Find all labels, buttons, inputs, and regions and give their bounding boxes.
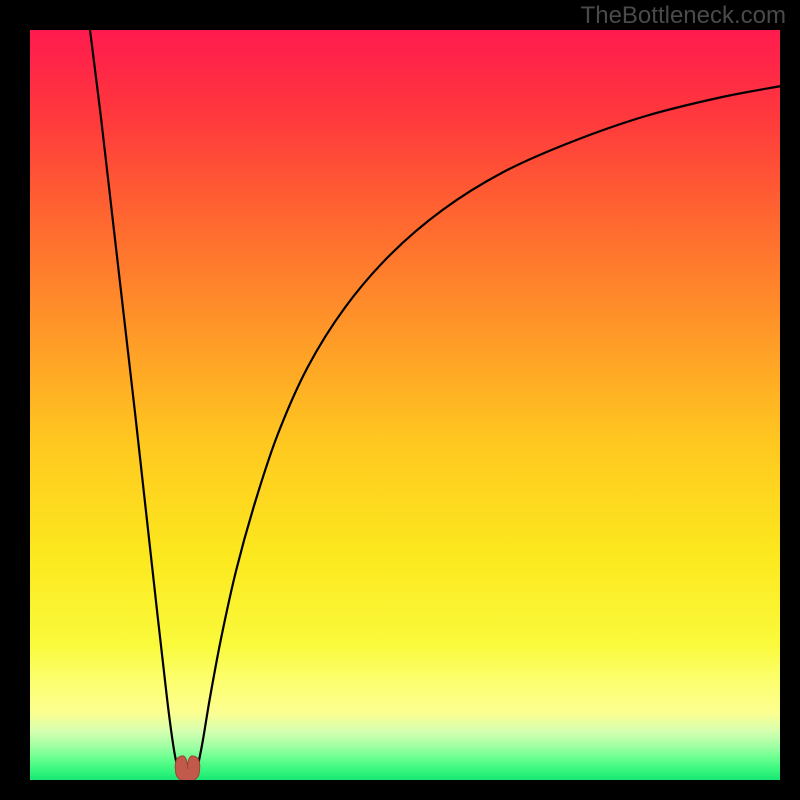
chart-background (30, 30, 780, 780)
bottleneck-chart (30, 30, 780, 780)
watermark-text: TheBottleneck.com (581, 2, 786, 30)
chart-svg (30, 30, 780, 780)
